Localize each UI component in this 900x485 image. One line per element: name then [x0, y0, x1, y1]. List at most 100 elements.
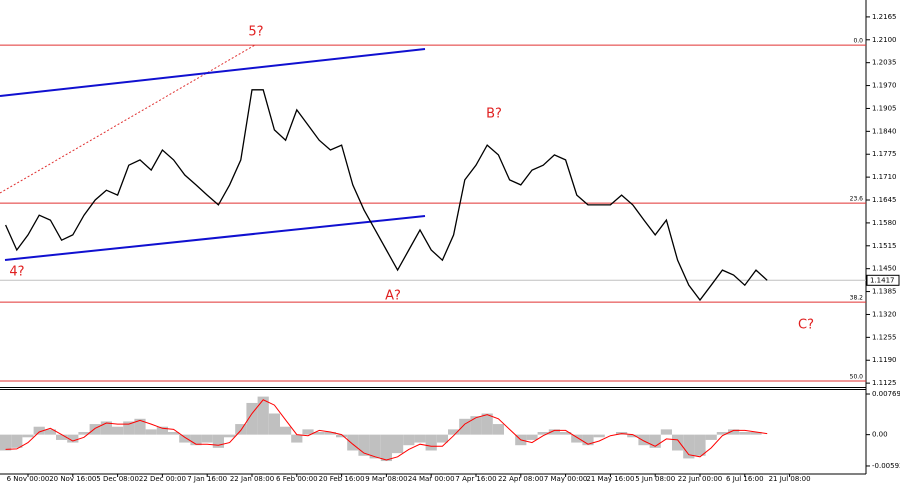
histogram-bar	[212, 434, 224, 448]
histogram-bar	[302, 429, 314, 435]
histogram-bar	[380, 434, 392, 462]
histogram-bar	[179, 434, 191, 443]
histogram-bar	[683, 434, 695, 459]
fib-label: 0.0	[853, 38, 863, 45]
histogram-bar	[414, 434, 426, 443]
x-tick-label: 22 Dec 00:00	[139, 475, 186, 483]
x-tick-label: 5 Jun 08:00	[635, 475, 675, 483]
histogram-bar	[22, 434, 34, 438]
histogram-bar	[112, 426, 124, 435]
histogram-bar	[649, 434, 661, 448]
x-tick-label: 20 Nov 16:00	[49, 475, 96, 483]
last-price-box	[866, 274, 900, 286]
x-tick-label: 21 May 16:00	[586, 475, 634, 483]
y-tick-label: 1.1450	[872, 265, 897, 273]
histogram-bar	[672, 434, 684, 451]
x-tick-label: 7 May 00:00	[544, 475, 588, 483]
histogram-bar	[582, 434, 594, 446]
histogram-bar	[134, 418, 146, 435]
histogram-bar	[156, 426, 168, 435]
x-tick-label: 24 Mar 00:00	[408, 475, 455, 483]
wave-label: C?	[798, 318, 814, 333]
histogram-bar	[392, 434, 404, 454]
histogram-bar	[257, 396, 269, 435]
wave-label: B?	[486, 107, 502, 122]
x-tick-label: 9 Mar 08:00	[365, 475, 407, 483]
y-tick-label: 1.1255	[872, 333, 897, 341]
y-tick-label: 1.1385	[872, 288, 897, 296]
x-tick-label: 6 Jul 16:00	[726, 475, 764, 483]
y-tick-label: -0.00593	[872, 462, 900, 470]
histogram-bar	[750, 432, 762, 435]
fib-label: 23.6	[850, 196, 864, 203]
histogram-bar	[268, 413, 280, 435]
histogram-bar	[660, 429, 672, 435]
y-tick-label: 1.1970	[872, 82, 897, 90]
histogram-bar	[548, 429, 560, 435]
y-tick-label: 1.1125	[872, 379, 897, 387]
histogram-bar	[560, 432, 572, 435]
y-tick-label: 1.1190	[872, 356, 897, 364]
x-tick-label: 20 Feb 16:00	[319, 475, 365, 483]
histogram-bar	[728, 429, 740, 435]
plot: 1.2165 1.2100 1.2035 1.1970 1.1905 1.1840 1.17…	[0, 13, 900, 483]
x-tick-label: 5 Dec 08:00	[96, 475, 139, 483]
y-tick-label: 1.1320	[872, 310, 897, 318]
histogram-bar	[526, 434, 538, 440]
histogram-bar	[369, 434, 381, 459]
histogram-bar	[481, 413, 493, 435]
histogram-bar	[459, 418, 471, 435]
histogram-bar	[78, 432, 90, 435]
wave-label: A?	[385, 289, 401, 304]
histogram-bar	[358, 434, 370, 456]
trend-channel	[4, 215, 426, 261]
histogram-bar	[313, 432, 325, 435]
histogram-bar	[537, 432, 549, 435]
histogram-bar	[705, 434, 717, 440]
fib-label: 38.2	[850, 295, 864, 302]
price-line	[5, 89, 768, 302]
y-tick-label: 1.2100	[872, 36, 897, 44]
histogram-bar	[0, 434, 12, 451]
y-tick-label: 1.2035	[872, 59, 897, 67]
wave-label: 5?	[248, 25, 263, 40]
y-tick-label: 1.1710	[872, 173, 897, 181]
x-tick-label: 22 Jan 08:00	[230, 475, 274, 483]
histogram-bar	[425, 434, 437, 451]
histogram-bar	[89, 424, 101, 435]
histogram-bar	[33, 426, 45, 435]
trend-channel	[0, 48, 426, 97]
y-tick-label: 0.00	[872, 431, 888, 439]
wave-extension	[0, 44, 256, 194]
x-tick-label: 7 Jan 16:00	[187, 475, 227, 483]
histogram-bar	[627, 434, 639, 438]
histogram-bar	[436, 434, 448, 443]
histogram-bar	[324, 432, 336, 435]
histogram-bar	[235, 424, 247, 435]
histogram-bar	[470, 416, 482, 435]
histogram-bar	[716, 432, 728, 435]
y-tick-label: 1.1775	[872, 150, 897, 158]
y-tick-label: 1.1905	[872, 104, 897, 112]
histogram-bar	[694, 434, 706, 456]
histogram-bar	[100, 421, 112, 435]
histogram-bar	[347, 434, 359, 451]
x-tick-label: 6 Nov 00:00	[7, 475, 50, 483]
histogram-bar	[56, 434, 68, 440]
histogram-bar	[123, 421, 135, 435]
histogram-bar	[67, 434, 79, 443]
histogram-bar	[168, 432, 180, 435]
y-tick-label: 1.1645	[872, 196, 897, 204]
x-tick-label: 22 Jun 00:00	[678, 475, 722, 483]
x-tick-label: 7 Apr 16:00	[455, 475, 496, 483]
histogram-bar	[638, 434, 650, 446]
histogram-bar	[280, 426, 292, 435]
histogram-bar	[145, 429, 157, 435]
histogram-bar	[246, 402, 258, 435]
histogram-bar	[403, 434, 415, 446]
y-tick-label: 1.2165	[872, 13, 897, 21]
y-tick-label: 0.00769	[872, 390, 900, 398]
histogram-bar	[492, 424, 504, 435]
histogram-bar	[201, 434, 213, 443]
last-price-label: 1.1417	[870, 276, 895, 284]
